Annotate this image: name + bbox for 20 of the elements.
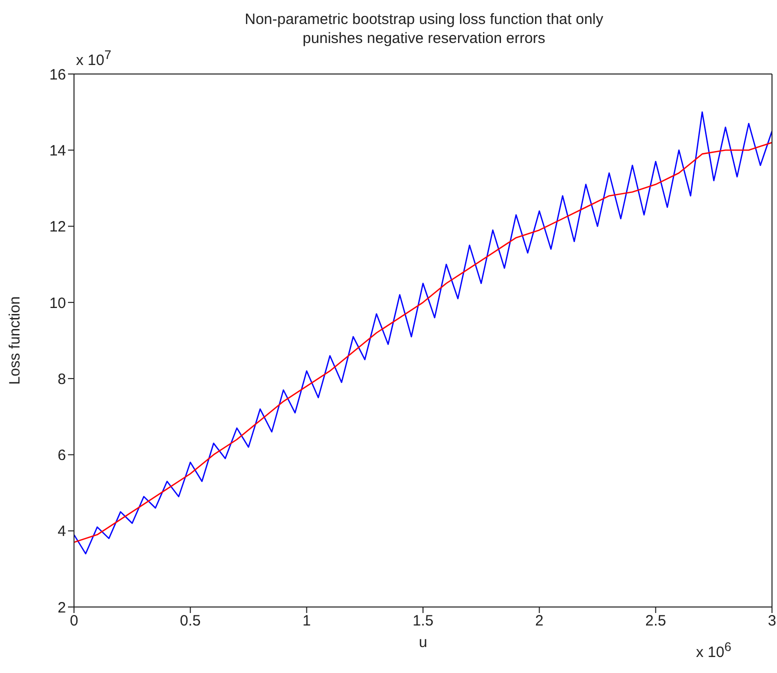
y-axis-title: Loss function	[6, 296, 24, 385]
y-tick-label: 16	[49, 66, 66, 84]
y-tick-label: 2	[58, 599, 66, 616]
y-tick-label: 14	[49, 142, 66, 160]
y-tick-label: 4	[58, 523, 66, 540]
x-axis-title: u	[418, 634, 428, 651]
exponent-note: x 10$^{6}$	[696, 640, 732, 661]
x-tick-label: 0.5	[180, 612, 201, 630]
x-tick-label: 0	[70, 612, 78, 630]
exponent-note: x 10$^{7}$	[76, 48, 112, 69]
y-tick-label: 12	[49, 218, 66, 236]
y-tick-label: 8	[58, 370, 66, 388]
y-tick-label: 6	[58, 447, 66, 464]
chart-title: Non-parametric bootstrap using loss function that only punishes negative reservation errors	[244, 10, 604, 48]
x-tick-label: 1.5	[412, 612, 434, 630]
y-tick-label: 10	[49, 294, 66, 312]
x-tick-label: 1	[302, 612, 311, 630]
x-tick-label: 3	[768, 612, 776, 630]
x-tick-label: 2.5	[645, 612, 666, 630]
x-tick-label: 2	[535, 612, 544, 630]
